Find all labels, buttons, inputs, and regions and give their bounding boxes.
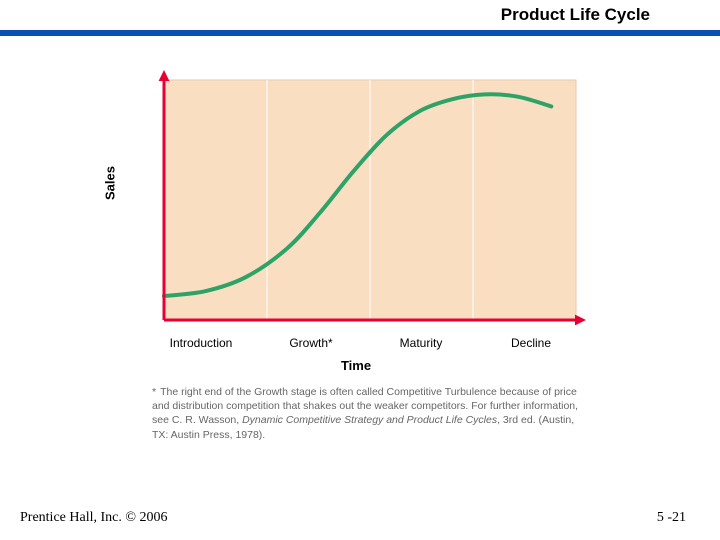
y-axis-label: Sales [103, 166, 118, 200]
stage-label: Introduction [146, 336, 256, 354]
stage-label: Maturity [366, 336, 476, 354]
chart-svg [146, 70, 586, 330]
footer-page-number: 5 -21 [657, 510, 686, 526]
footer-copyright: Prentice Hall, Inc. © 2006 [20, 510, 168, 526]
footnote-italic: Dynamic Competitive Strategy and Product… [242, 414, 497, 426]
page-title: Product Life Cycle [501, 5, 650, 25]
stage-label: Growth* [256, 336, 366, 354]
footnote: * The right end of the Growth stage is o… [152, 385, 592, 442]
stage-label: Decline [476, 336, 586, 354]
header-underline [0, 30, 720, 36]
header-bar: Product Life Cycle [0, 0, 720, 30]
footnote-marker: * [152, 385, 156, 399]
plot-area [146, 70, 586, 330]
footer: Prentice Hall, Inc. © 2006 5 -21 [0, 500, 720, 540]
chart-container: Sales IntroductionGrowth*MaturityDecline… [106, 60, 606, 400]
stage-labels-row: IntroductionGrowth*MaturityDecline [146, 336, 586, 354]
x-axis-label: Time [106, 358, 606, 373]
